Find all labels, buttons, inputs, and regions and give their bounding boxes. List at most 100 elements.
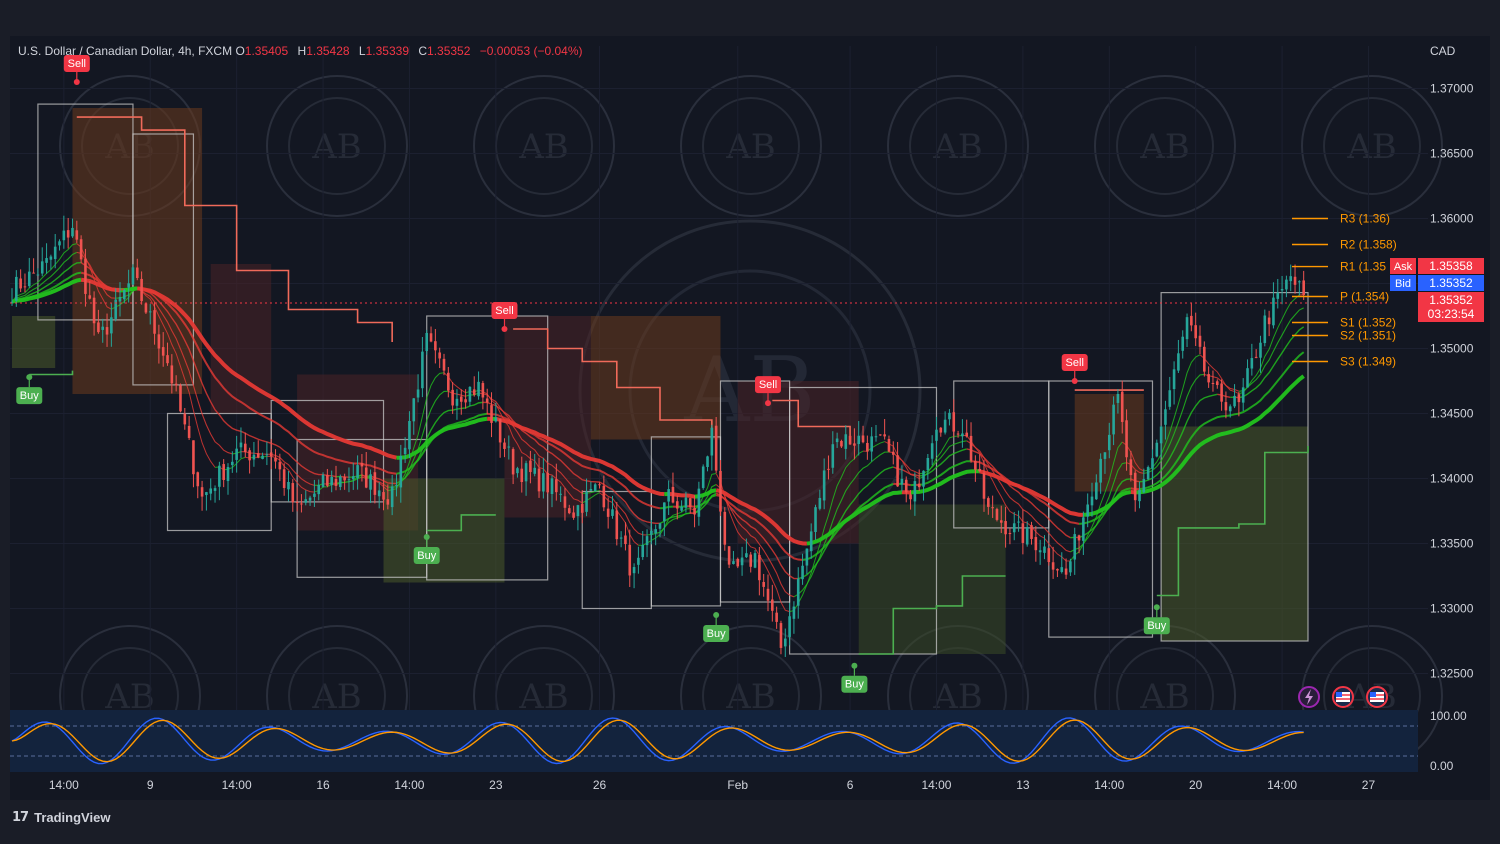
candle-body [762, 582, 765, 587]
ema-line-34 [970, 460, 1080, 525]
tradingview-logo[interactable]: 𝟭𝟳 TradingView [12, 810, 110, 825]
signal-dot [26, 374, 33, 381]
candle-body [308, 497, 312, 501]
candle-body [179, 385, 182, 412]
price-chart[interactable]: ABABABABABABABABABABABABABABAB R3 (1.36)… [10, 36, 1490, 800]
candle-body [801, 565, 804, 580]
candle-body [1177, 353, 1180, 371]
candle-body [982, 473, 986, 499]
range-box [132, 133, 195, 386]
candle-body [339, 476, 342, 487]
candle-body [580, 504, 584, 513]
signal-label: Buy [707, 628, 726, 640]
candle-body [166, 355, 169, 364]
oscillator-pane: 100.00 0.00 [10, 709, 1467, 773]
candle-body [1133, 472, 1137, 501]
candle-body [97, 322, 100, 333]
candle-body [1228, 406, 1232, 412]
osc-tick-label: 100.00 [1430, 709, 1467, 723]
candle-body [105, 327, 109, 335]
candle-body [192, 440, 195, 475]
candle-body [1116, 394, 1120, 403]
candle-body [1034, 537, 1038, 551]
signal-label: Buy [20, 390, 39, 402]
candle-body [632, 567, 636, 574]
candle-body [904, 479, 908, 493]
candle-body [88, 295, 92, 299]
candle-body [922, 470, 925, 487]
candle-body [598, 484, 601, 486]
candle-body [399, 455, 403, 488]
candle-body [693, 507, 696, 515]
candle-body [788, 616, 791, 637]
candle-body [79, 239, 83, 260]
price-tick-label: 1.33500 [1430, 537, 1474, 551]
candle-body [101, 326, 105, 330]
candle-body [300, 503, 303, 505]
candle-body [792, 606, 796, 619]
signal-label: Buy [1147, 620, 1166, 632]
candle-body [783, 638, 787, 647]
candle-body [36, 274, 40, 276]
candle-body [1151, 458, 1154, 469]
candle-body [1254, 356, 1258, 358]
candle-body [1047, 548, 1051, 563]
signal-label: Buy [417, 550, 436, 562]
candle-body [317, 484, 321, 495]
candle-body [161, 347, 165, 356]
candle-body [421, 351, 424, 389]
candle-body [49, 256, 53, 260]
candle-body [701, 466, 705, 488]
ema-line-13 [1238, 307, 1304, 392]
signal-dot [765, 400, 771, 407]
buy-stop-line [858, 575, 1006, 655]
candle-body [524, 463, 528, 482]
candle-body [572, 512, 575, 518]
sell-stop-line [513, 328, 713, 440]
candle-body [157, 334, 161, 349]
ema-line-13 [1070, 462, 1127, 553]
candle-body [321, 474, 325, 487]
pivot-label: R2 (1.358) [1340, 238, 1397, 252]
pivot-label: S2 (1.351) [1340, 329, 1396, 343]
candle-body [542, 473, 545, 492]
signals: Sell Buy Sell Buy Sell Buy Buy Sell Buy [16, 55, 1170, 693]
candle-body [619, 537, 623, 539]
candle-body [347, 479, 351, 481]
ema-line-21 [1217, 393, 1231, 398]
ema-line-34 [659, 505, 674, 510]
watermark-logo: AB [1139, 127, 1190, 167]
ema-line-50 [1135, 374, 1305, 495]
candle-body [714, 425, 718, 471]
pivot-label: R3 (1.36) [1340, 212, 1390, 226]
candle-body [1207, 374, 1210, 383]
candle-body [71, 227, 74, 237]
candles[interactable] [10, 215, 1388, 657]
candle-body [593, 484, 597, 491]
candle-body [537, 468, 541, 492]
candle-body [1142, 479, 1146, 493]
candle-body [1146, 467, 1150, 480]
candle-body [382, 492, 385, 500]
candle-body [948, 412, 951, 420]
candle-body [313, 493, 316, 497]
candle-body [248, 450, 251, 461]
candle-body [546, 472, 549, 493]
candle-body [1051, 562, 1055, 570]
candle-body [913, 481, 917, 502]
signal-dot [713, 612, 720, 618]
ema-line-8 [1199, 354, 1240, 395]
candle-body [256, 453, 260, 458]
symbol-title: U.S. Dollar / Canadian Dollar, 4h, FXCM [18, 44, 233, 58]
candle-body [416, 389, 420, 398]
candle-body [1095, 482, 1098, 500]
ema-line-34 [11, 271, 82, 303]
candle-body [377, 490, 381, 497]
candle-body [965, 432, 969, 437]
candle-body [485, 398, 489, 403]
time-tick-label: 20 [1189, 778, 1203, 792]
ema-line-8 [11, 243, 77, 303]
buy-stop-line [426, 514, 496, 532]
last-price: 1.35352 [1429, 293, 1473, 307]
candle-body [425, 333, 429, 351]
